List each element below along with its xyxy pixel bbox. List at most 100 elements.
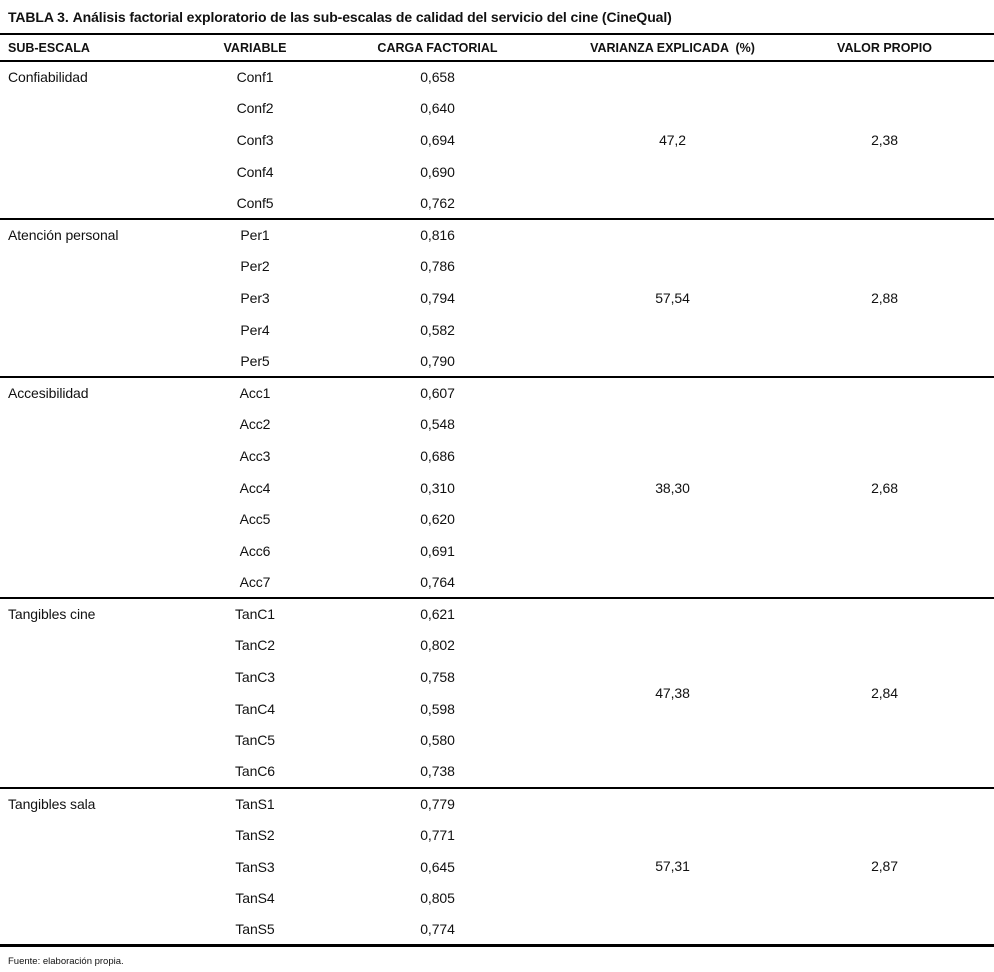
loading-cell: 0,771 xyxy=(420,827,455,844)
variable-cell: Per2 xyxy=(240,258,270,275)
table-row: Conf4 0,690 xyxy=(0,156,994,188)
variable-cell: TanS3 xyxy=(235,858,275,875)
loading-cell: 0,548 xyxy=(420,416,455,433)
loading-cell: 0,691 xyxy=(420,542,455,559)
group-confiabilidad: Confiabilidad Conf1 0,658 47,2 2,38 Conf… xyxy=(0,61,994,219)
variable-cell: Acc7 xyxy=(239,573,271,590)
table-row: TanS5 0,774 xyxy=(0,914,994,946)
col-header-eigenvalue: VALOR PROPIO xyxy=(775,34,994,62)
loading-cell: 0,758 xyxy=(420,669,455,686)
variable-cell: Acc1 xyxy=(239,385,271,402)
group-atencion-personal: Atención personal Per1 0,816 57,54 2,88 … xyxy=(0,219,994,377)
table-row: Per4 0,582 xyxy=(0,314,994,346)
table-row: TanC6 0,738 xyxy=(0,756,994,788)
variable-cell: TanS4 xyxy=(235,890,275,907)
table-row: Conf3 0,694 xyxy=(0,124,994,156)
group-tangibles-cine: Tangibles cine TanC1 0,621 47,38 2,84 Ta… xyxy=(0,598,994,788)
col-header-subscale: SUB-ESCALA xyxy=(0,34,205,62)
variable-cell: Per5 xyxy=(240,352,270,369)
loading-cell: 0,786 xyxy=(420,258,455,275)
variable-cell: Conf2 xyxy=(236,100,274,117)
table-row: Tangibles sala TanS1 0,779 57,31 2,87 xyxy=(0,788,994,875)
table-row: Per5 0,790 xyxy=(0,345,994,377)
variable-cell: TanC4 xyxy=(235,700,275,717)
table-row: Conf2 0,640 xyxy=(0,93,994,125)
loading-cell: 0,620 xyxy=(420,511,455,528)
eigenvalue-cell: 2,88 xyxy=(871,289,898,306)
eigenvalue-cell: 2,87 xyxy=(871,858,898,875)
table-row: Conf5 0,762 xyxy=(0,187,994,219)
loading-cell: 0,658 xyxy=(420,69,455,86)
subscale-cell: Atención personal xyxy=(8,226,119,243)
loading-cell: 0,582 xyxy=(420,321,455,338)
table-title-label: TABLA 3. xyxy=(8,9,69,25)
group-tangibles-sala: Tangibles sala TanS1 0,779 57,31 2,87 Ta… xyxy=(0,788,994,946)
subscale-cell: Accesibilidad xyxy=(8,384,89,401)
variance-cell: 57,31 xyxy=(655,858,690,875)
factor-analysis-table: SUB-ESCALA VARIABLE CARGA FACTORIAL VARI… xyxy=(0,33,994,947)
loading-cell: 0,816 xyxy=(420,227,455,244)
table-row: TanS2 0,771 xyxy=(0,819,994,851)
eigenvalue-cell: 2,38 xyxy=(871,131,898,148)
eigenvalue-cell: 2,84 xyxy=(871,684,898,701)
subscale-cell: Confiabilidad xyxy=(8,69,88,85)
loading-cell: 0,690 xyxy=(420,163,455,180)
col-header-variable: VARIABLE xyxy=(205,34,305,62)
table-row: Per2 0,786 xyxy=(0,251,994,283)
variance-cell: 38,30 xyxy=(655,479,690,496)
loading-cell: 0,805 xyxy=(420,890,455,907)
table-row: Per3 0,794 xyxy=(0,282,994,314)
table-title: TABLA 3. Análisis factorial exploratorio … xyxy=(0,0,994,33)
variance-cell: 47,2 xyxy=(659,131,686,148)
loading-cell: 0,774 xyxy=(420,921,455,938)
variance-cell: 57,54 xyxy=(655,289,690,306)
loading-cell: 0,580 xyxy=(420,732,455,749)
loading-cell: 0,790 xyxy=(420,352,455,369)
group-accesibilidad: Accesibilidad Acc1 0,607 38,30 2,68 Acc2… xyxy=(0,377,994,599)
source-note: Fuente: elaboración propia. xyxy=(8,956,124,968)
col-header-variance: VARIANZA EXPLICADA (%) xyxy=(570,34,775,62)
variable-cell: TanC1 xyxy=(235,606,275,623)
variable-cell: Acc6 xyxy=(239,542,271,559)
loading-cell: 0,802 xyxy=(420,637,455,654)
table-row: Atención personal Per1 0,816 57,54 2,88 xyxy=(0,219,994,306)
table-row: Acc2 0,548 xyxy=(0,409,994,441)
table-title-text: Análisis factorial exploratorio de las s… xyxy=(72,9,672,25)
loading-cell: 0,686 xyxy=(420,447,455,464)
table-row: Accesibilidad Acc1 0,607 38,30 2,68 xyxy=(0,377,994,496)
loading-cell: 0,738 xyxy=(420,763,455,780)
variable-cell: Acc3 xyxy=(239,447,271,464)
table-row: Acc7 0,764 xyxy=(0,567,994,599)
subscale-cell: Tangibles sala xyxy=(8,795,96,812)
variable-cell: Conf1 xyxy=(236,69,274,86)
table-row: TanC3 0,758 xyxy=(0,661,994,693)
table-row: TanC5 0,580 xyxy=(0,724,994,756)
variable-cell: TanC2 xyxy=(235,637,275,654)
variable-cell: TanC3 xyxy=(235,669,275,686)
variable-cell: Per3 xyxy=(240,289,270,306)
loading-cell: 0,694 xyxy=(420,131,455,148)
variable-cell: Per1 xyxy=(240,227,270,244)
variable-cell: Conf4 xyxy=(236,163,274,180)
variable-cell: TanS5 xyxy=(235,921,275,938)
loading-cell: 0,621 xyxy=(420,606,455,623)
table-row: Acc3 0,686 xyxy=(0,440,994,472)
variance-cell: 47,38 xyxy=(655,684,690,701)
loading-cell: 0,607 xyxy=(420,385,455,402)
variable-cell: TanC6 xyxy=(235,763,275,780)
loading-cell: 0,779 xyxy=(420,795,455,812)
loading-cell: 0,794 xyxy=(420,289,455,306)
table-row: Acc6 0,691 xyxy=(0,535,994,567)
table-row: TanS4 0,805 xyxy=(0,882,994,914)
header-row: SUB-ESCALA VARIABLE CARGA FACTORIAL VARI… xyxy=(0,34,994,62)
col-header-loading: CARGA FACTORIAL xyxy=(305,34,570,62)
table-row: TanS3 0,645 xyxy=(0,851,994,883)
subscale-cell: Tangibles cine xyxy=(8,606,96,623)
variable-cell: TanS1 xyxy=(235,795,275,812)
variable-cell: TanC5 xyxy=(235,732,275,749)
variable-cell: TanS2 xyxy=(235,827,275,844)
variable-cell: Acc2 xyxy=(239,416,271,433)
table-row: TanC4 0,598 xyxy=(0,693,994,725)
table-row: Acc4 0,310 xyxy=(0,472,994,504)
